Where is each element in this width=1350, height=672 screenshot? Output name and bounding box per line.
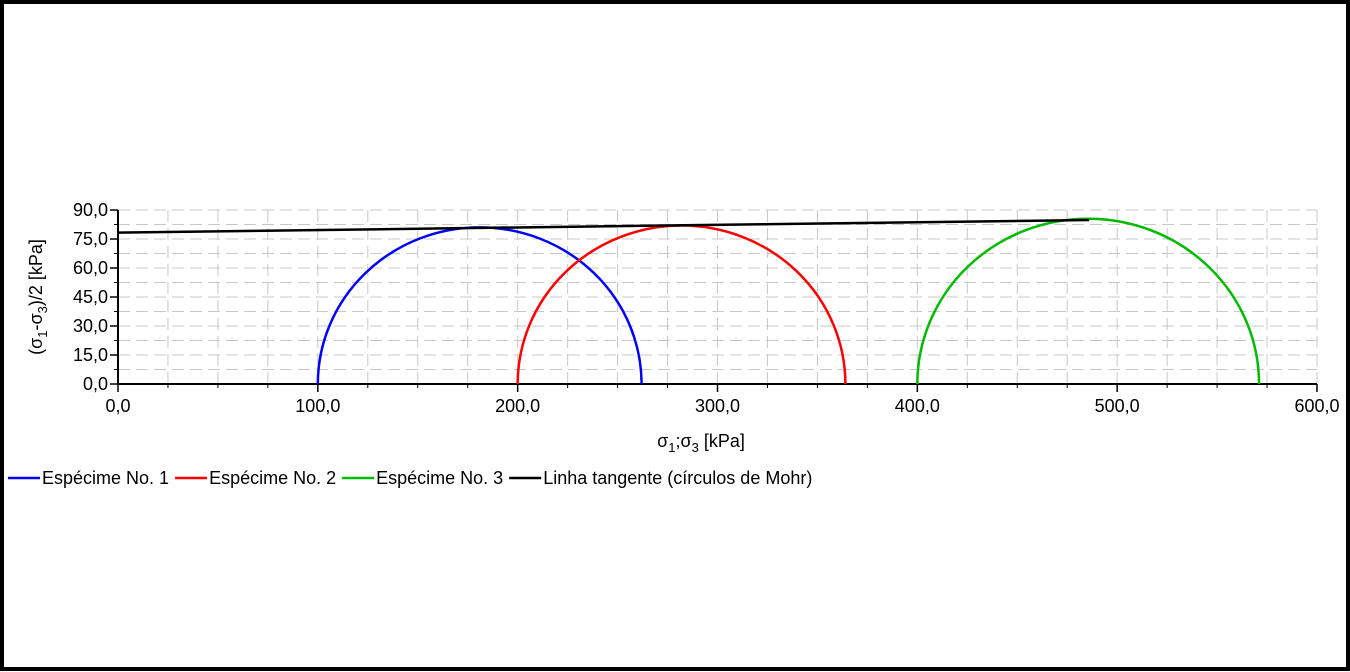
- x-tick-label: 400,0: [895, 396, 940, 416]
- x-tick-label: 500,0: [1095, 396, 1140, 416]
- x-tick-label: 300,0: [695, 396, 740, 416]
- y-tick-label: 30,0: [73, 316, 108, 336]
- x-tick-label: 0,0: [105, 396, 130, 416]
- mohr-circle-3: [916, 217, 1261, 385]
- y-ticks: 0,0 15,0 30,0 45,0 60,0 75,0 90,0: [73, 200, 118, 394]
- legend: Espécime No. 1 Espécime No. 2 Espécime No.…: [8, 468, 812, 488]
- legend-label-4: Linha tangente (círculos de Mohr): [543, 468, 812, 488]
- y-tick-label: 90,0: [73, 200, 108, 220]
- x-tick-label: 100,0: [295, 396, 340, 416]
- x-tick-label: 600,0: [1294, 396, 1339, 416]
- y-tick-label: 60,0: [73, 258, 108, 278]
- x-axis-label: σ1;σ3 [kPa]: [657, 431, 745, 455]
- y-tick-label: 0,0: [83, 374, 108, 394]
- legend-label-1: Espécime No. 1: [42, 468, 169, 488]
- tangent-line: [117, 218, 1090, 234]
- grid: [118, 209, 1318, 384]
- legend-label-2: Espécime No. 2: [209, 468, 336, 488]
- x-ticks: 0,0 100,0 200,0 300,0 400,0 500,0 600,0: [105, 384, 1340, 416]
- series: [117, 217, 1261, 385]
- legend-label-3: Espécime No. 3: [376, 468, 503, 488]
- x-tick-label: 200,0: [495, 396, 540, 416]
- y-axis-label: (σ1-σ3)/2 [kPa]: [26, 239, 50, 355]
- y-tick-label: 45,0: [73, 287, 108, 307]
- y-tick-label: 75,0: [73, 229, 108, 249]
- y-tick-label: 15,0: [73, 345, 108, 365]
- mohr-circle-2: [516, 224, 847, 385]
- mohr-circles-chart: 0,0 100,0 200,0 300,0 400,0 500,0 600,0 0,0 15,…: [8, 200, 1340, 488]
